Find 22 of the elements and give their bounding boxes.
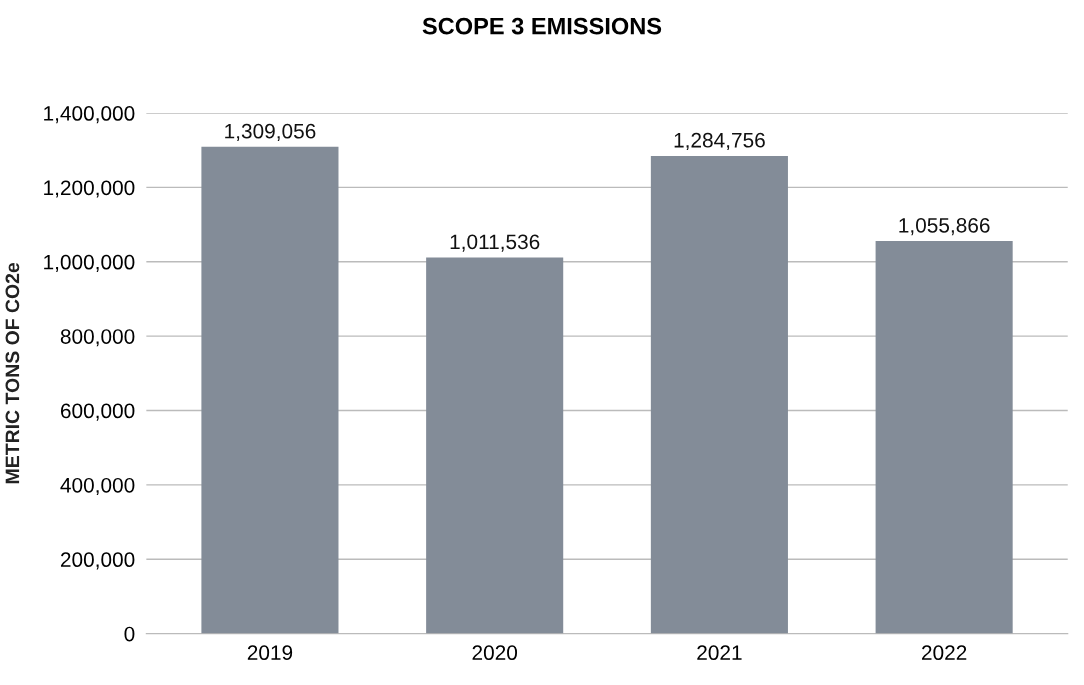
data-label: 1,011,536 (450, 234, 540, 252)
y-tick-label: 1,200,000 (44, 180, 135, 198)
data-label: 1,284,756 (674, 132, 765, 151)
data-label: 1,055,866 (899, 217, 990, 236)
y-tick-label: 200,000 (60, 552, 135, 570)
bar (650, 155, 788, 634)
x-tick-label: 2022 (922, 645, 967, 661)
y-tick-label: 0 (124, 626, 135, 642)
x-tick-label: 2020 (472, 645, 518, 661)
x-tick-label: 2021 (697, 645, 742, 661)
bar (201, 146, 339, 634)
bar (426, 257, 564, 634)
y-tick-label: 800,000 (60, 329, 135, 347)
y-tick-label: 400,000 (60, 477, 135, 496)
y-axis-title: METRIC TONS OF CO2e (5, 262, 20, 484)
bar (875, 240, 1013, 634)
x-tick-label: 2019 (247, 645, 293, 661)
y-tick-label: 1,000,000 (44, 254, 135, 272)
y-tick-label: 600,000 (60, 403, 135, 421)
y-tick-label: 1,400,000 (44, 106, 135, 124)
chart-title: SCOPE 3 EMISSIONS (422, 17, 662, 35)
data-label: 1,309,056 (225, 123, 316, 142)
